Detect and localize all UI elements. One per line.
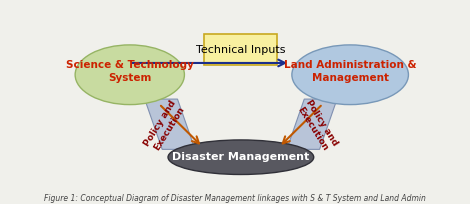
Text: Science & Technology
System: Science & Technology System: [66, 60, 194, 83]
FancyBboxPatch shape: [204, 34, 277, 65]
Ellipse shape: [292, 45, 408, 105]
Text: Technical Inputs: Technical Inputs: [196, 45, 286, 55]
Text: Disaster Management: Disaster Management: [172, 152, 310, 162]
Ellipse shape: [75, 45, 184, 105]
Text: Land Administration &
Management: Land Administration & Management: [284, 60, 416, 83]
Polygon shape: [287, 99, 337, 149]
Polygon shape: [145, 99, 195, 149]
Ellipse shape: [168, 140, 314, 174]
Text: Figure 1: Conceptual Diagram of Disaster Management linkages with S & T System a: Figure 1: Conceptual Diagram of Disaster…: [44, 194, 426, 203]
Text: Policy and
Execution: Policy and Execution: [142, 99, 187, 153]
Text: Policy and
Execution: Policy and Execution: [295, 99, 339, 153]
